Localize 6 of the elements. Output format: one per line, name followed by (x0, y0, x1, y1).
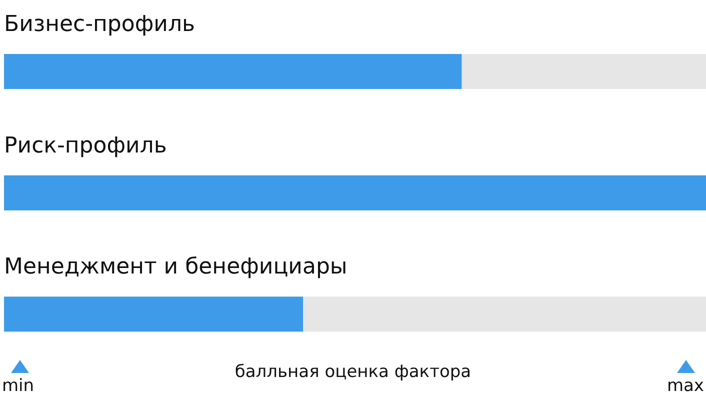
annotation: min (2, 376, 34, 396)
y-tick-label: Бизнес-профиль (4, 12, 195, 38)
y-tick-label: Риск-профиль (4, 133, 167, 158)
x-axis-title: балльная оценка фактора (234, 362, 472, 382)
y-tick-label: Менеджмент и бенефициары (4, 254, 348, 280)
annotation: max (666, 376, 704, 396)
